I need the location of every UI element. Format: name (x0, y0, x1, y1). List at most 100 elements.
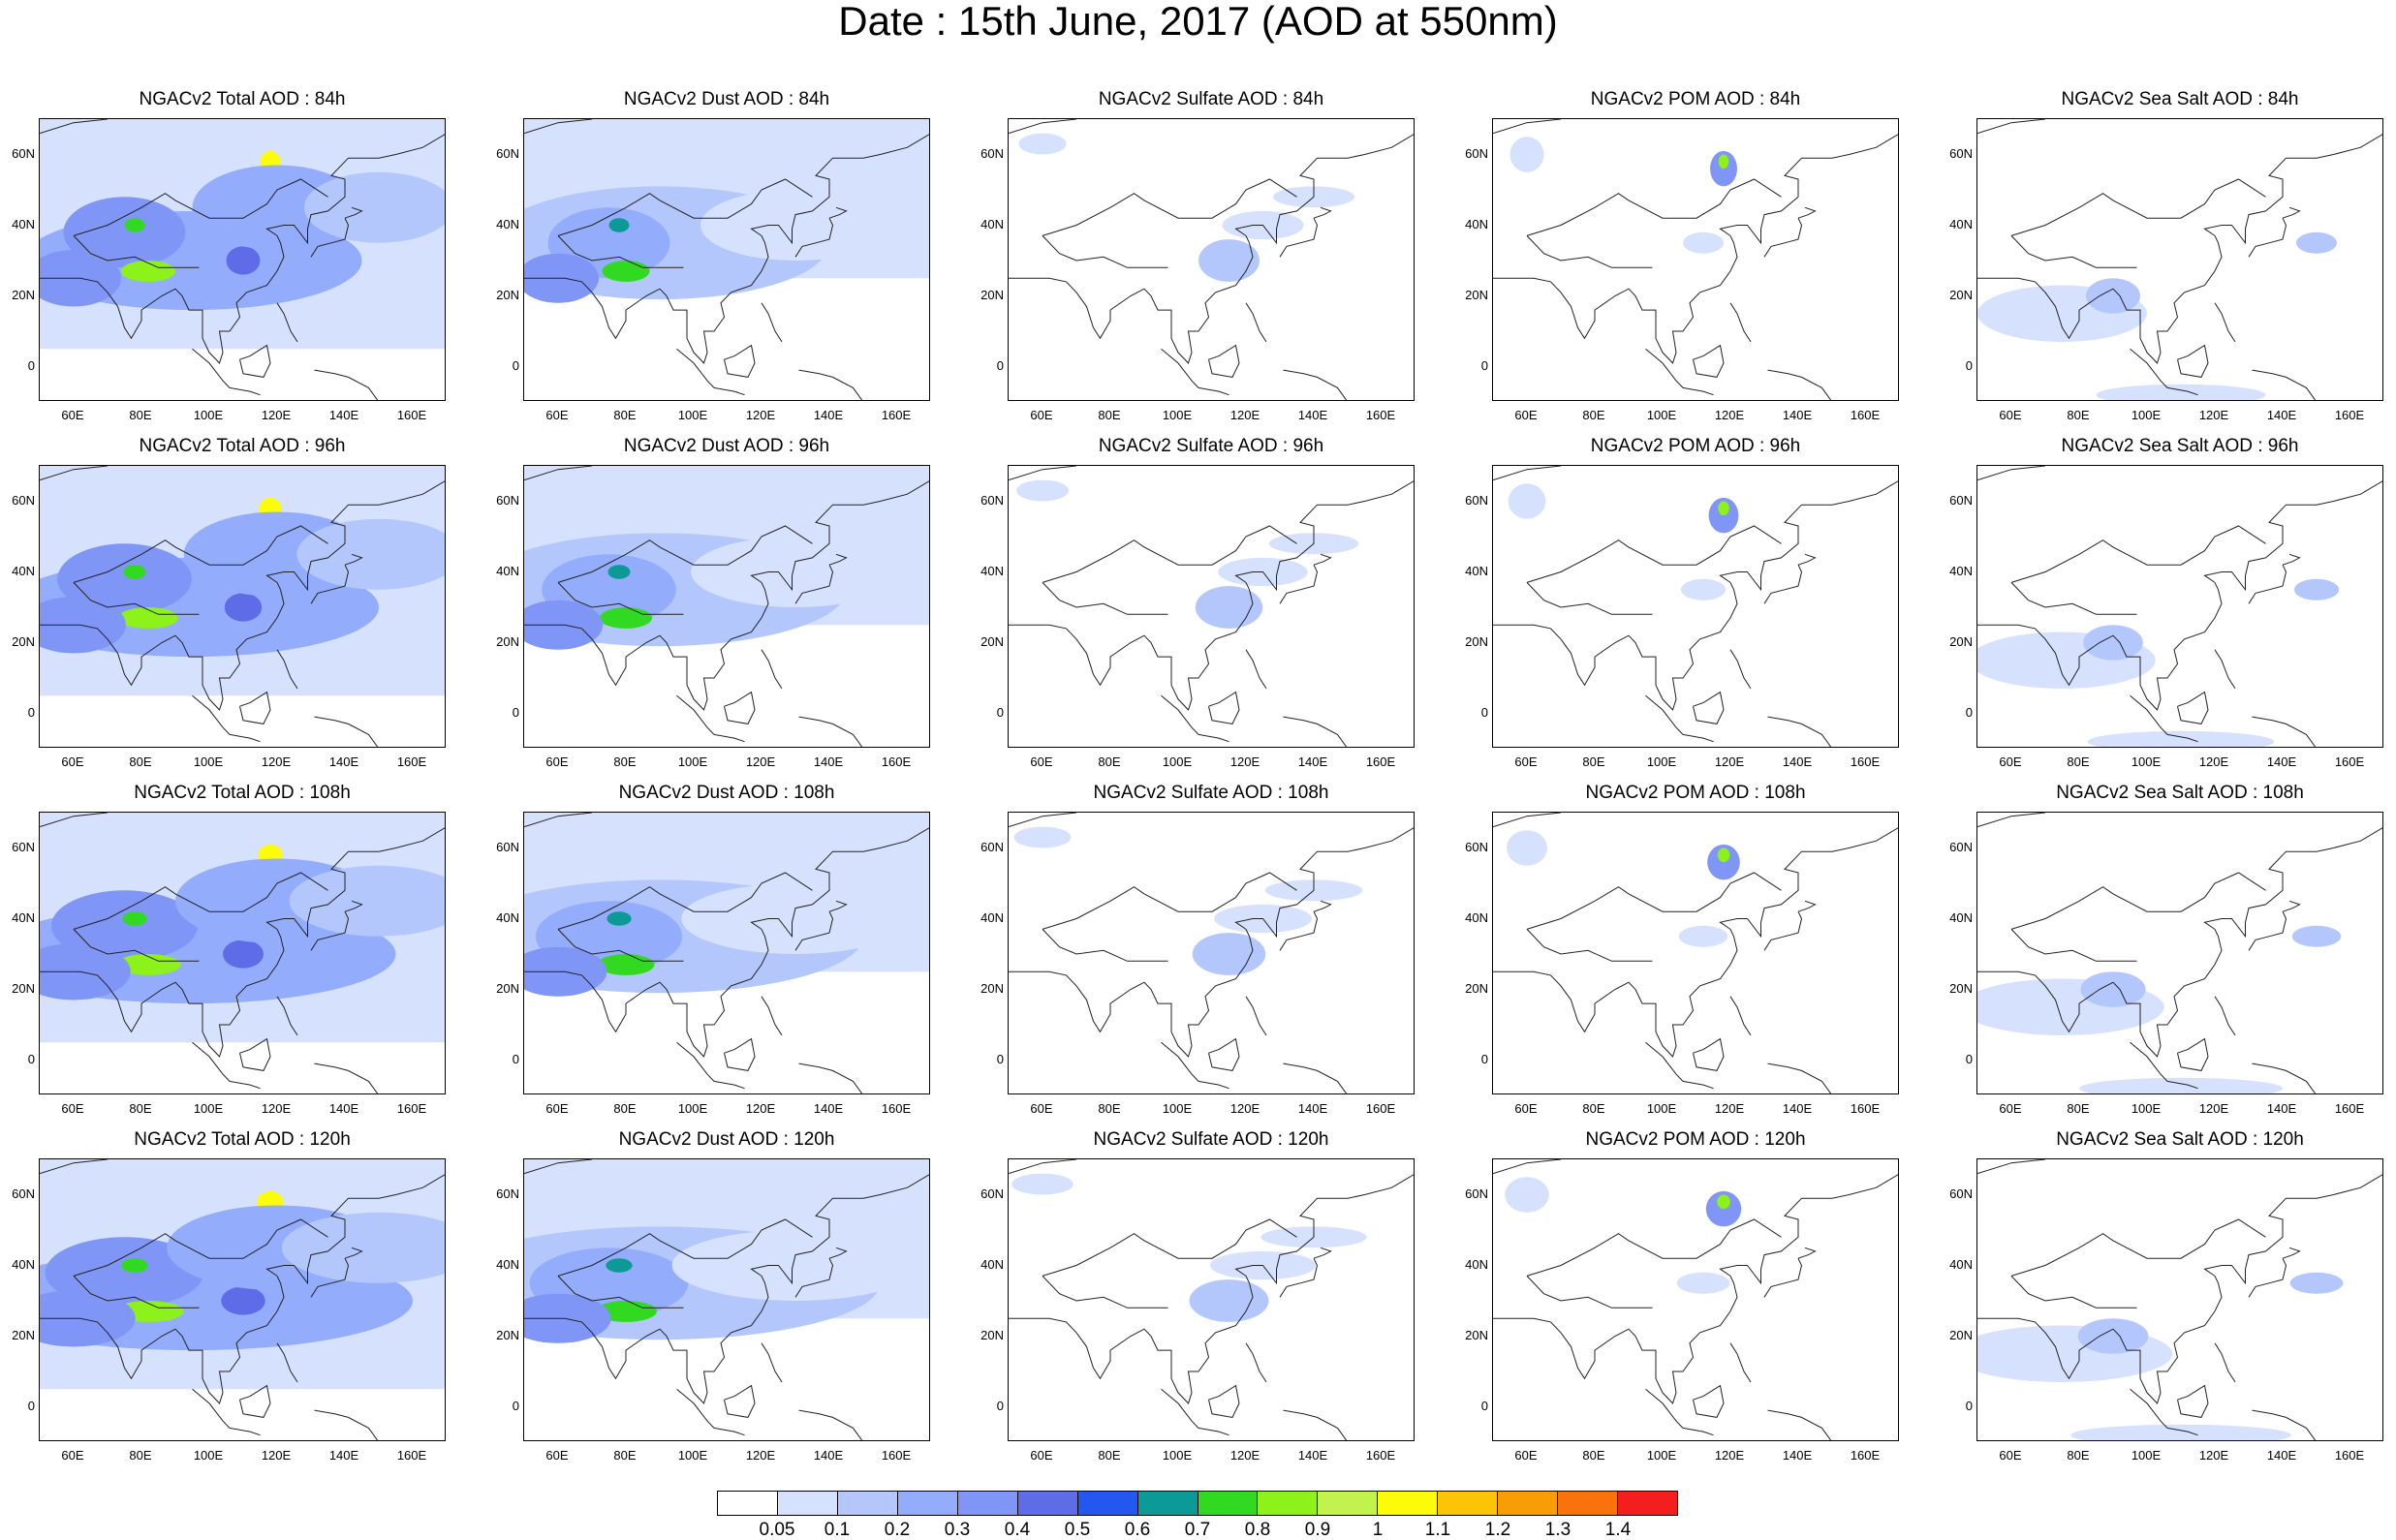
coastline-japan (794, 910, 834, 951)
coastline-hokkaido (1797, 1247, 1817, 1259)
aod-patch (1018, 133, 1067, 155)
lon-tick-label: 80E (2067, 1101, 2090, 1116)
island-outline (1161, 1388, 1199, 1429)
coastline-japan (794, 564, 834, 604)
aod-patch (671, 1230, 919, 1301)
lon-tick-label: 120E (2198, 1101, 2229, 1116)
lon-tick-label: 160E (1850, 408, 1881, 422)
island-outline (1245, 649, 1267, 690)
island-outline (1283, 369, 1348, 400)
lon-tick-label: 60E (545, 1448, 569, 1463)
island-outline (2214, 302, 2236, 343)
coastline-japan (1279, 910, 1319, 951)
lon-tick-label: 160E (2334, 408, 2365, 422)
coastline (524, 827, 929, 1058)
map-canvas (524, 119, 929, 400)
island-outline (2252, 1063, 2317, 1093)
lon-tick-label: 80E (2067, 1448, 2090, 1463)
lat-tick-label: 60N (496, 492, 519, 508)
map-panel-dust-84h: NGACv2 Dust AOD : 84h 0 20N 40N 60N 60E 80E 100… (484, 89, 930, 436)
panel-title: NGACv2 Total AOD : 120h (134, 1129, 351, 1150)
coastline-hokkaido (1313, 206, 1332, 219)
lon-tick-label: 160E (881, 408, 912, 422)
coastline (40, 1174, 445, 1404)
coastline (1493, 480, 1898, 711)
colorbar-label: 0.5 (1064, 1520, 1091, 1540)
lon-tick-label: 120E (261, 1101, 292, 1116)
lat-tick-label: 60N (12, 492, 35, 508)
island-outline (2214, 996, 2236, 1036)
map-panel-total-96h: NGACv2 Total AOD : 96h 0 20N 40N 60N 60E 80E 10… (0, 436, 446, 783)
island-outline (1208, 1037, 1240, 1071)
lat-tick-label: 40N (12, 909, 35, 925)
map-frame (523, 118, 930, 401)
aod-patch (2086, 278, 2140, 314)
colorbar-label: 1.1 (1424, 1520, 1451, 1540)
lat-tick-label: 40N (1949, 216, 1973, 231)
country-border (73, 872, 328, 930)
country-border (1042, 1276, 1168, 1309)
island-outline (676, 694, 715, 735)
island-outline (724, 344, 756, 378)
island-outline (713, 1080, 745, 1090)
country-border (557, 582, 684, 615)
island-outline (1208, 1384, 1240, 1418)
lon-tick-label: 100E (1162, 755, 1193, 769)
country-border (73, 1218, 328, 1277)
aod-patch (524, 1293, 611, 1343)
lat-tick-label: 60N (1949, 839, 1973, 854)
aod-patch (1508, 483, 1546, 519)
lat-tick-label: 40N (1465, 1256, 1488, 1272)
island-outline (1682, 733, 1714, 743)
island-outline (2166, 1080, 2198, 1090)
island-outline (676, 1388, 715, 1429)
map-canvas (524, 466, 929, 747)
coastline-north (1977, 1159, 2046, 1175)
country-border (73, 525, 328, 583)
coastline-hokkaido (828, 1247, 848, 1259)
coastline-hokkaido (1797, 900, 1817, 912)
island-outline (276, 649, 298, 690)
lon-tick-label: 100E (677, 1101, 708, 1116)
lat-tick-label: 20N (496, 633, 519, 649)
lat-tick-label: 40N (496, 563, 519, 578)
map-frame (39, 465, 446, 748)
lon-tick-label: 100E (2131, 755, 2162, 769)
island-outline (2130, 694, 2168, 735)
coastline-japan (310, 217, 350, 258)
map-canvas (1009, 1159, 1414, 1440)
lon-tick-label: 60E (1030, 1448, 1053, 1463)
aod-patch (608, 218, 630, 232)
aod-patch (223, 939, 264, 969)
lon-tick-label: 160E (1850, 755, 1881, 769)
map-canvas (1009, 119, 1414, 400)
colorbar-box (1438, 1492, 1499, 1515)
coastline-north (1009, 1159, 1077, 1175)
lon-tick-label: 120E (1229, 755, 1260, 769)
coastline-north (1009, 119, 1077, 135)
island-outline (1682, 386, 1714, 396)
coastline-japan (1763, 1257, 1803, 1298)
map-panel-dust-108h: NGACv2 Dust AOD : 108h 0 20N 40N 60N 60E 80E 10… (484, 783, 930, 1129)
colorbar-box (1258, 1492, 1319, 1515)
island-outline (1161, 1041, 1199, 1082)
coastline (1493, 827, 1898, 1058)
aod-patch (121, 1258, 148, 1273)
lat-tick-label: 20N (1949, 287, 1973, 302)
lon-tick-label: 160E (881, 1448, 912, 1463)
map-frame (39, 812, 446, 1094)
island-outline (1645, 1041, 1684, 1082)
aod-patch (296, 518, 445, 590)
coastline (1977, 480, 2382, 711)
map-frame (1976, 465, 2383, 748)
lon-tick-label: 160E (2334, 1448, 2365, 1463)
coastline-north (1977, 813, 2046, 828)
country-border (2010, 235, 2137, 268)
lon-tick-label: 140E (1297, 755, 1328, 769)
aod-patch (40, 1290, 136, 1347)
coastline (1009, 134, 1414, 364)
lat-tick-label: 60N (12, 839, 35, 854)
colorbar-label: 0.4 (1004, 1520, 1031, 1540)
lat-tick-label: 60N (1465, 1186, 1488, 1201)
country-border (2010, 178, 2266, 236)
